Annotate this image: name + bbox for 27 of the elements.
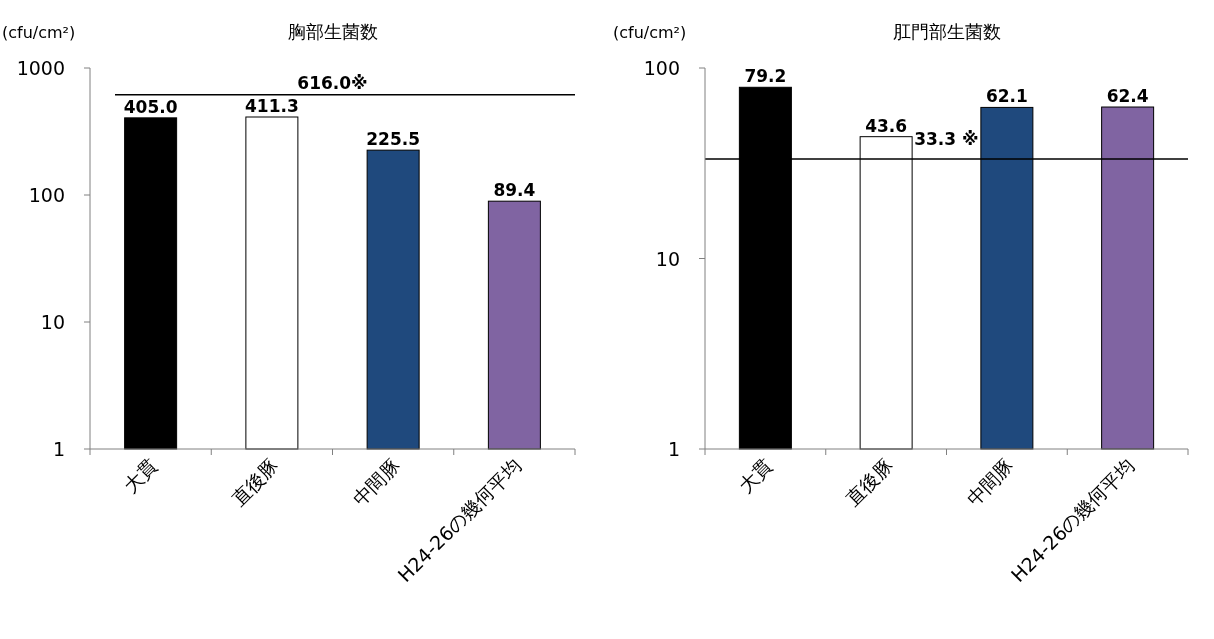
chart-title: 肛門部生菌数 <box>892 21 1001 42</box>
data-label: 62.1 <box>985 86 1028 107</box>
x-tick-label: 直後豚 <box>226 454 283 511</box>
data-label: 62.4 <box>1106 86 1149 107</box>
y-tick-label: 1000 <box>16 57 65 79</box>
y-tick-label: 100 <box>643 57 680 79</box>
data-label: 411.3 <box>244 96 299 116</box>
y-axis-title: (cfu/cm²) <box>613 23 687 42</box>
y-tick-label: 1 <box>667 438 680 460</box>
x-tick-label: 直後豚 <box>841 454 897 511</box>
x-tick-label: 大貫 <box>119 454 162 497</box>
y-tick-label: 10 <box>655 247 680 270</box>
data-label: 89.4 <box>493 180 536 201</box>
data-label: 405.0 <box>123 96 178 117</box>
data-label: 79.2 <box>744 66 787 87</box>
x-tick-label: 中間豚 <box>961 454 1018 511</box>
y-tick-label: 100 <box>28 184 65 206</box>
y-axis-title: (cfu/cm²) <box>2 23 76 42</box>
data-label: 43.6 <box>865 115 908 136</box>
ref-line-label: 616.0※ <box>297 72 368 93</box>
chart-title: 胸部生菌数 <box>287 21 378 42</box>
y-tick-label: 1 <box>52 438 65 460</box>
x-tick-label: 大貫 <box>733 454 777 497</box>
y-tick-label: 10 <box>40 311 65 333</box>
ref-line-label: 33.3 ※ <box>914 128 979 149</box>
data-label: 225.5 <box>366 129 421 150</box>
x-tick-label: 中間豚 <box>348 454 404 511</box>
